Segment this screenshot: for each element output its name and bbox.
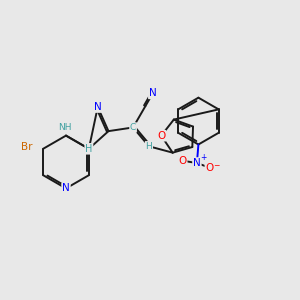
Text: O: O	[157, 131, 165, 141]
Text: O: O	[206, 163, 214, 172]
Text: N: N	[149, 88, 157, 98]
Text: N: N	[94, 102, 102, 112]
Text: N: N	[62, 183, 70, 194]
Text: −: −	[213, 161, 219, 170]
Text: N: N	[193, 158, 201, 168]
Text: NH: NH	[58, 123, 71, 132]
Text: C: C	[130, 123, 136, 132]
Text: +: +	[200, 153, 207, 162]
Text: Br: Br	[21, 142, 32, 152]
Text: H: H	[146, 142, 152, 151]
Text: H: H	[85, 144, 93, 154]
Text: O: O	[178, 156, 187, 166]
